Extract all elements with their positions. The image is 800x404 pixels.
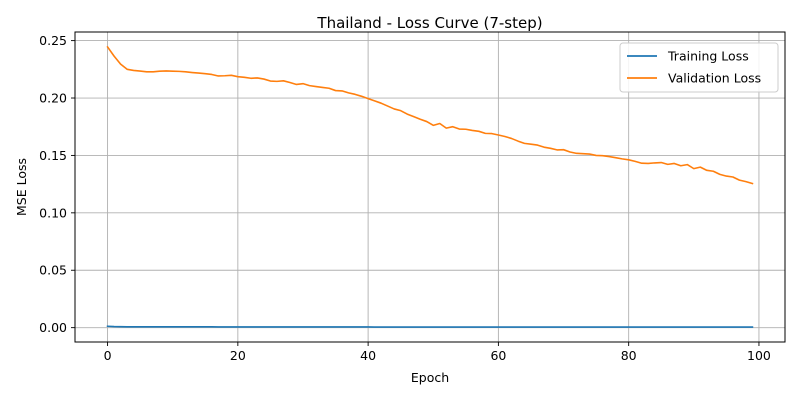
y-tick-label: 0.25 bbox=[39, 33, 67, 48]
y-tick-label: 0.00 bbox=[39, 320, 67, 335]
y-axis-ticks: 0.00 0.05 0.10 0.15 0.20 0.25 bbox=[39, 33, 75, 335]
x-tick-label: 60 bbox=[490, 348, 506, 363]
legend-label-validation: Validation Loss bbox=[668, 71, 761, 86]
y-tick-label: 0.15 bbox=[39, 148, 67, 163]
x-axis-ticks: 0 20 40 60 80 100 bbox=[104, 342, 771, 363]
y-tick-label: 0.20 bbox=[39, 91, 67, 106]
legend-box bbox=[619, 42, 779, 93]
x-tick-label: 20 bbox=[230, 348, 246, 363]
validation-loss-line bbox=[106, 45, 754, 185]
axes-frame bbox=[74, 31, 786, 343]
x-tick-label: 100 bbox=[747, 348, 771, 363]
y-tick-label: 0.10 bbox=[39, 205, 67, 220]
legend: Training Loss Validation Loss bbox=[619, 42, 779, 93]
x-tick-label: 80 bbox=[621, 348, 637, 363]
training-loss-line bbox=[106, 325, 754, 328]
plot-area bbox=[106, 45, 754, 328]
x-axis-label: Epoch bbox=[411, 370, 449, 385]
y-axis-label: MSE Loss bbox=[14, 158, 29, 216]
legend-label-training: Training Loss bbox=[667, 49, 749, 64]
y-tick-label: 0.05 bbox=[39, 263, 67, 278]
chart-title: Thailand - Loss Curve (7-step) bbox=[316, 14, 542, 32]
x-tick-label: 0 bbox=[104, 348, 112, 363]
x-tick-label: 40 bbox=[360, 348, 376, 363]
